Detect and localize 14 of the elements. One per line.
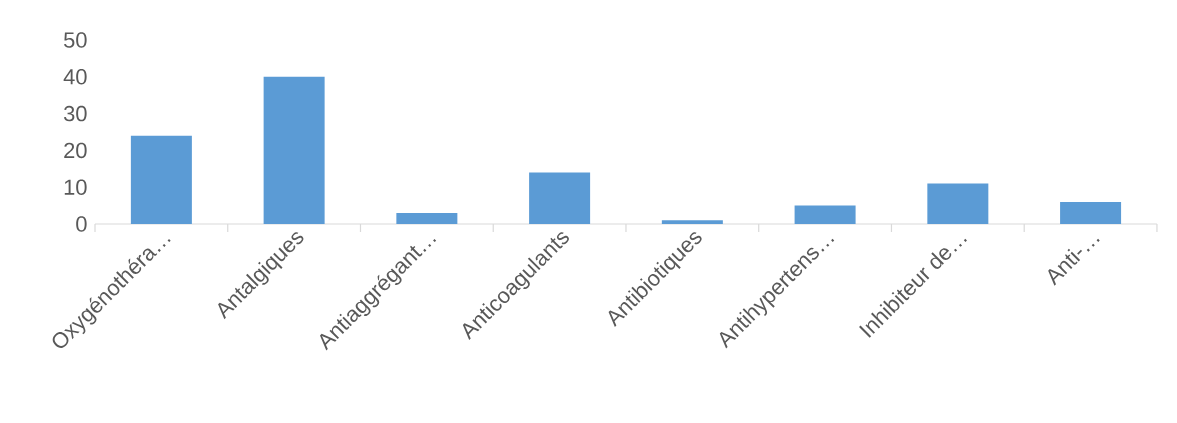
bar — [529, 172, 591, 224]
bar — [661, 220, 723, 224]
y-tick-label: 0 — [76, 216, 87, 232]
bar — [1060, 201, 1122, 224]
bar — [396, 212, 458, 224]
bar — [130, 135, 192, 224]
y-tick-label: 30 — [63, 105, 87, 122]
bar — [263, 76, 325, 224]
y-tick-label: 20 — [64, 142, 87, 159]
bar — [794, 205, 856, 224]
y-tick-label: 40 — [63, 69, 87, 85]
bar — [927, 183, 989, 224]
y-tick-label: 10 — [64, 179, 87, 195]
y-tick-label: 50 — [64, 32, 87, 48]
